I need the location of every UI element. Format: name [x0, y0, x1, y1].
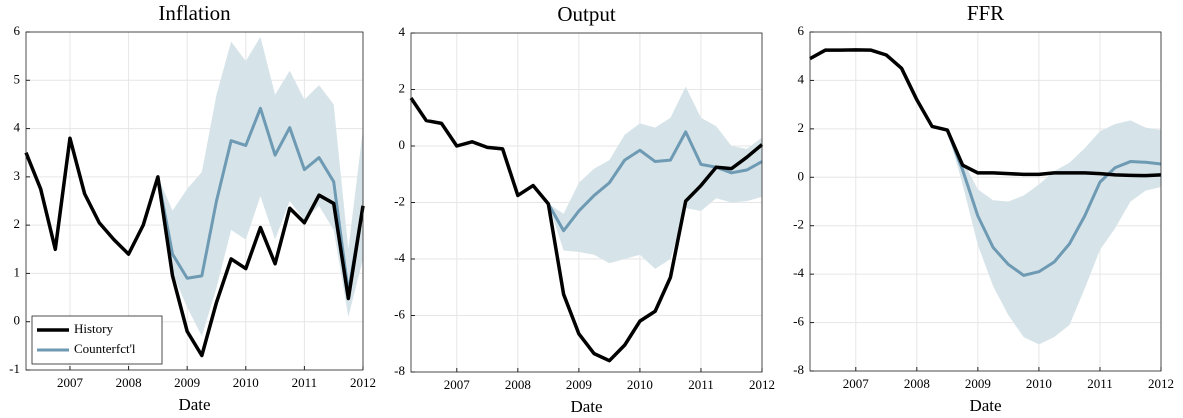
chart-title: FFR [967, 1, 1004, 25]
series-line [945, 129, 1162, 277]
y-tick-label: 3 [14, 168, 21, 183]
legend-label: Counterfct'l [74, 341, 136, 356]
panel: -8 -6 -4 -2 0 2 4 6 2007 2008 2009 2010 2011 2012 FFR D… [793, 1, 1174, 415]
y-tick-label: 4 [14, 120, 21, 135]
legend-label: History [74, 321, 114, 336]
y-tick-label: -1 [9, 361, 20, 376]
y-tick-label: -6 [394, 306, 405, 321]
x-tick-label: 2012 [350, 375, 376, 390]
axes-frame [410, 32, 763, 373]
y-tick-label: 2 [14, 216, 21, 231]
y-tick-label: 0 [399, 137, 406, 152]
chart-title: Output [557, 2, 616, 26]
x-tick-label: 2007 [57, 375, 84, 390]
y-tick-label: -8 [394, 363, 405, 378]
y-tick-label: -2 [394, 193, 405, 208]
y-tick-label: -8 [793, 362, 804, 377]
x-tick-label: 2009 [566, 377, 592, 392]
x-tick-label: 2008 [505, 377, 531, 392]
axes-frame [25, 31, 364, 371]
x-tick-label: 2007 [444, 377, 471, 392]
x-tick-label: 2008 [904, 376, 930, 391]
x-tick-label: 2012 [749, 377, 775, 392]
y-tick-label: -2 [793, 217, 804, 232]
x-tick-label: 2011 [292, 375, 318, 390]
y-tick-label: 0 [798, 168, 805, 183]
y-tick-label: -4 [793, 265, 804, 280]
x-tick-label: 2010 [627, 377, 653, 392]
x-tick-label: 2011 [1087, 376, 1113, 391]
y-tick-label: 2 [399, 80, 406, 95]
chart-title: Inflation [158, 1, 231, 25]
y-tick-label: 6 [798, 23, 805, 38]
series-line [24, 136, 365, 358]
x-axis-label: Date [178, 395, 210, 414]
x-tick-label: 2010 [1026, 376, 1052, 391]
x-axis-label: Date [570, 397, 602, 416]
y-tick-label: 1 [14, 264, 21, 279]
y-tick-label: 4 [798, 71, 805, 86]
panel: -8 -6 -4 -2 0 2 4 2007 2008 2009 2010 2011 2012 Outpu… [394, 2, 775, 416]
y-tick-label: 6 [14, 23, 21, 38]
x-tick-label: 2009 [174, 375, 200, 390]
x-tick-label: 2010 [233, 375, 259, 390]
series-line [409, 96, 764, 363]
y-tick-label: 0 [14, 313, 21, 328]
series-line [156, 106, 365, 295]
panel: -1 0 1 2 3 4 5 6 2007 2008 2009 2010 2011 2012 Inflati… [9, 1, 376, 414]
axes-frame [809, 31, 1162, 372]
x-axis-label: Date [969, 396, 1001, 415]
series-line [809, 48, 1162, 178]
y-tick-label: 5 [14, 71, 21, 86]
y-tick-label: 2 [798, 120, 805, 135]
y-tick-label: -6 [793, 314, 804, 329]
x-tick-label: 2012 [1148, 376, 1174, 391]
x-tick-label: 2008 [116, 375, 142, 390]
series-line [547, 130, 763, 233]
legend-box [31, 315, 163, 365]
y-tick-label: 4 [399, 24, 406, 39]
x-tick-label: 2007 [843, 376, 870, 391]
confidence-band [548, 86, 762, 269]
x-tick-label: 2009 [965, 376, 991, 391]
x-tick-label: 2011 [688, 377, 714, 392]
confidence-band [157, 36, 363, 337]
y-tick-label: -4 [394, 250, 405, 265]
